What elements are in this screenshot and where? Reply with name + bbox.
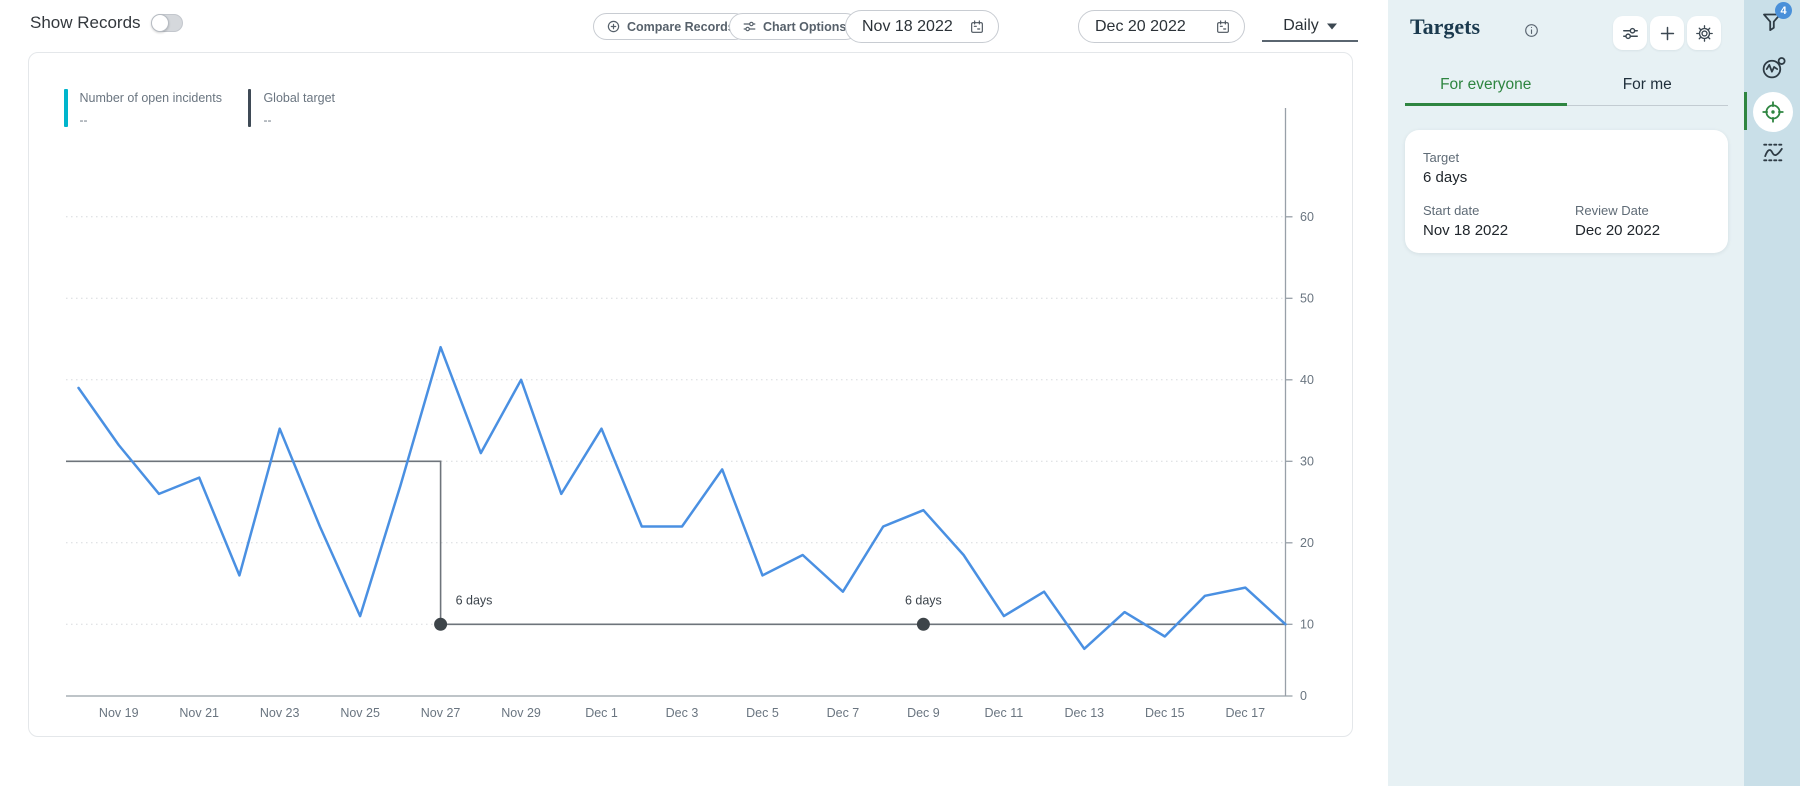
target-settings-button[interactable] bbox=[1613, 16, 1647, 50]
target-marker-label: 6 days bbox=[456, 593, 493, 607]
target-marker-dot[interactable] bbox=[916, 617, 930, 631]
circle-plus-icon bbox=[606, 19, 621, 34]
y-tick-label: 20 bbox=[1300, 536, 1314, 550]
granularity-dropdown[interactable]: Daily bbox=[1262, 12, 1358, 42]
chart-legend: Number of open incidents -- Global targe… bbox=[64, 89, 335, 127]
start-date-label: Start date bbox=[1423, 203, 1480, 218]
legend-item-global-target[interactable]: Global target -- bbox=[247, 89, 336, 128]
panel-actions bbox=[1613, 16, 1721, 50]
add-target-button[interactable] bbox=[1650, 16, 1684, 50]
pulse-monitor-icon[interactable] bbox=[1761, 55, 1786, 80]
side-icon-rail: 4 bbox=[1744, 0, 1800, 786]
review-date-label: Review Date bbox=[1575, 203, 1649, 218]
y-tick-label: 0 bbox=[1300, 689, 1307, 703]
show-records-label: Show Records bbox=[30, 13, 141, 32]
x-tick-label: Dec 1 bbox=[585, 706, 618, 720]
target-label: Target bbox=[1423, 150, 1460, 165]
targets-panel: Targets bbox=[1388, 0, 1744, 786]
panel-title: Targets bbox=[1410, 14, 1481, 39]
target-card[interactable]: Target 6 days Start date Nov 18 2022 Rev… bbox=[1405, 130, 1728, 253]
target-marker-dot[interactable] bbox=[434, 617, 448, 631]
gear-button[interactable] bbox=[1687, 16, 1721, 50]
y-tick-label: 40 bbox=[1300, 373, 1314, 387]
calendar-icon bbox=[1215, 19, 1231, 35]
y-tick-label: 30 bbox=[1300, 454, 1314, 468]
tab-for-everyone[interactable]: For everyone bbox=[1405, 76, 1567, 106]
legend-value: -- bbox=[79, 113, 88, 128]
active-item-indicator bbox=[1744, 92, 1747, 130]
show-records-control: Show Records bbox=[30, 13, 183, 33]
series-line bbox=[77, 345, 1287, 651]
x-tick-label: Nov 21 bbox=[179, 706, 219, 720]
show-records-toggle[interactable] bbox=[150, 13, 183, 32]
sliders-icon bbox=[742, 19, 757, 34]
filter-count-badge: 4 bbox=[1775, 2, 1792, 19]
legend-color-bar bbox=[64, 89, 68, 127]
x-tick-label: Dec 15 bbox=[1145, 706, 1185, 720]
legend-color-bar bbox=[247, 89, 252, 127]
gear-icon bbox=[1695, 24, 1714, 43]
legend-label: Number of open incidents bbox=[79, 91, 222, 105]
targets-nav-button[interactable] bbox=[1753, 92, 1793, 132]
start-date-input[interactable]: Nov 18 2022 bbox=[845, 10, 999, 43]
x-tick-label: Dec 13 bbox=[1065, 706, 1105, 720]
y-tick-label: 60 bbox=[1300, 210, 1314, 224]
incidents-chart-card: Number of open incidents -- Global targe… bbox=[28, 52, 1353, 737]
x-tick-label: Dec 7 bbox=[827, 706, 860, 720]
end-date-input[interactable]: Dec 20 2022 bbox=[1078, 10, 1245, 43]
start-date-value: Nov 18 2022 bbox=[1423, 222, 1509, 239]
calendar-icon bbox=[969, 19, 985, 35]
chevron-down-icon bbox=[1326, 23, 1337, 30]
x-tick-label: Nov 19 bbox=[99, 706, 139, 720]
x-tick-label: Nov 27 bbox=[421, 706, 461, 720]
plus-icon bbox=[1658, 24, 1677, 43]
x-tick-label: Dec 9 bbox=[907, 706, 940, 720]
sliders-icon bbox=[1621, 24, 1640, 43]
target-marker-label: 6 days bbox=[905, 593, 942, 607]
crosshair-target-icon bbox=[1761, 100, 1785, 124]
legend-value: -- bbox=[263, 113, 272, 128]
end-date-value: Dec 20 2022 bbox=[1095, 17, 1186, 35]
x-tick-label: Nov 23 bbox=[260, 706, 300, 720]
legend-item-open-incidents[interactable]: Number of open incidents -- bbox=[64, 89, 222, 127]
target-value: 6 days bbox=[1423, 169, 1468, 186]
x-tick-label: Dec 11 bbox=[985, 706, 1024, 720]
compare-records-label: Compare Records bbox=[627, 19, 735, 34]
compare-records-button[interactable]: Compare Records bbox=[593, 13, 748, 40]
wave-annotation-icon[interactable] bbox=[1761, 140, 1786, 165]
granularity-value: Daily bbox=[1283, 17, 1319, 34]
x-tick-label: Dec 17 bbox=[1225, 706, 1265, 720]
chart-options-button[interactable]: Chart Options bbox=[729, 13, 860, 40]
targets-tabs: For everyone For me bbox=[1405, 76, 1728, 106]
toggle-knob bbox=[150, 13, 169, 32]
x-tick-label: Nov 29 bbox=[501, 706, 541, 720]
start-date-value: Nov 18 2022 bbox=[862, 17, 953, 35]
x-tick-label: Dec 3 bbox=[666, 706, 699, 720]
legend-label: Global target bbox=[263, 91, 336, 105]
target-line bbox=[66, 460, 1286, 626]
y-tick-label: 10 bbox=[1300, 617, 1314, 631]
incidents-line-chart: 0 10 20 30 40 50 60 Nov 19 Nov 21 Nov 23 Nov 25 Nov… bbox=[66, 108, 1314, 720]
tab-for-me[interactable]: For me bbox=[1566, 76, 1728, 106]
info-icon[interactable] bbox=[1523, 22, 1540, 39]
x-tick-label: Nov 25 bbox=[340, 706, 380, 720]
review-date-value: Dec 20 2022 bbox=[1575, 222, 1661, 239]
x-tick-label: Dec 5 bbox=[746, 706, 779, 720]
y-tick-label: 50 bbox=[1300, 291, 1314, 305]
chart-options-label: Chart Options bbox=[763, 19, 847, 34]
